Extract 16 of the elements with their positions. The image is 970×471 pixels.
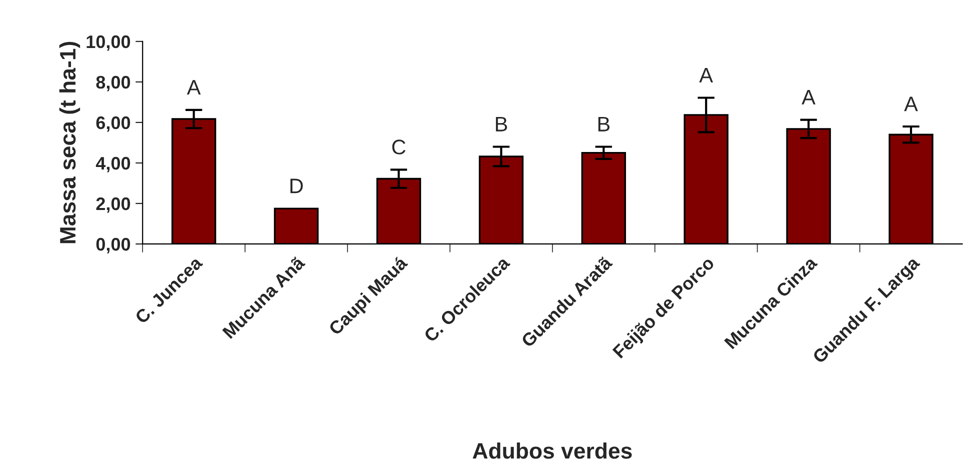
y-tick-label: 2,00 — [96, 197, 130, 213]
y-tick-label: 6,00 — [96, 116, 130, 132]
annotation: A — [802, 90, 816, 104]
annotation: A — [904, 96, 918, 112]
annotation: A — [699, 68, 714, 82]
x-axis-title: Adubos verdes — [472, 442, 632, 459]
annotation: C — [392, 140, 406, 154]
annotation: B — [598, 116, 610, 132]
y-tick-label: 10,00 — [86, 35, 130, 51]
annotation: A — [186, 80, 201, 94]
y-tick-label: 4,00 — [96, 156, 130, 172]
annotation: D — [290, 178, 303, 194]
annotation: B — [496, 116, 508, 132]
y-tick-label: 0,00 — [96, 238, 130, 254]
y-axis-title: Massa seca (t ha-1) — [59, 42, 80, 244]
y-tick-label: 8,00 — [96, 76, 130, 92]
